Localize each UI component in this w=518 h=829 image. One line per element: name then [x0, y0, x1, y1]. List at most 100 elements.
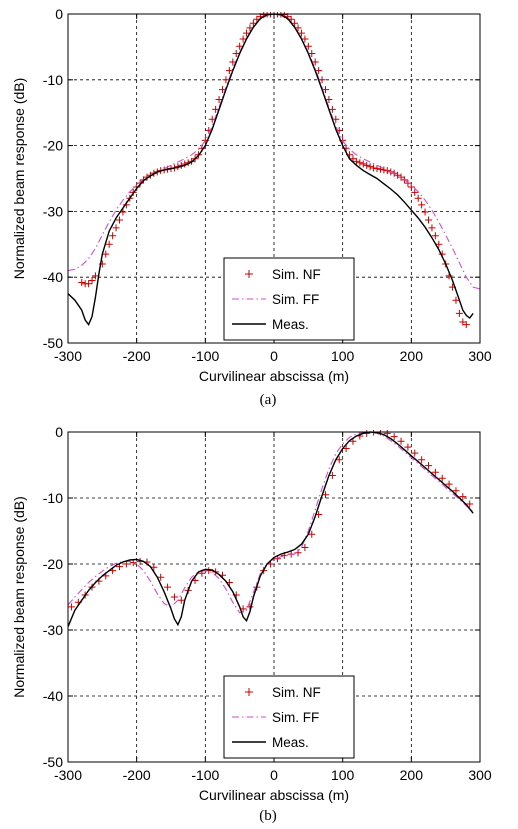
data-point-plus: [438, 474, 446, 482]
legend-label: Sim. FF: [272, 292, 319, 307]
data-point-plus: [452, 296, 460, 304]
data-point-plus: [411, 188, 419, 196]
data-point-plus: [301, 35, 309, 43]
data-point-plus: [356, 159, 364, 167]
data-point-plus: [359, 160, 367, 168]
data-point-plus: [222, 76, 230, 84]
x-tick-label: -200: [123, 348, 151, 364]
x-tick-label: 0: [270, 767, 278, 783]
y-tick-label: -10: [43, 72, 63, 88]
x-tick-label: -100: [191, 348, 219, 364]
panel-a: -300 -200 -100 0 100 200 300-50-40-30-20-100Cu…: [11, 6, 492, 408]
data-point-plus: [462, 321, 470, 329]
panel-b: -300 -200 -100 0 100 200 300-50-40-30-20-100Cu…: [11, 424, 492, 824]
x-axis-label: Curvilinear abscissa (m): [199, 368, 349, 384]
data-point-plus: [85, 280, 93, 288]
data-point-plus: [308, 49, 316, 57]
legend-label: Sim. NF: [272, 685, 321, 700]
legend-label: Sim. FF: [272, 710, 319, 725]
x-tick-label: 300: [468, 767, 492, 783]
legend-label: Sim. NF: [272, 267, 321, 282]
data-point-plus: [414, 194, 422, 202]
x-tick-label: 200: [400, 348, 424, 364]
data-point-plus: [239, 35, 247, 43]
data-point-plus: [428, 224, 436, 232]
y-tick-label: -40: [43, 269, 63, 285]
x-tick-label: 100: [331, 348, 355, 364]
data-point-plus: [212, 105, 220, 113]
legend-swatch-sim-nf: [245, 688, 253, 696]
legend-box: [223, 675, 355, 759]
data-point-plus: [425, 462, 432, 470]
data-point-plus: [112, 224, 120, 232]
data-point-plus: [177, 596, 185, 604]
y-tick-label: -20: [43, 138, 63, 154]
data-point-plus: [308, 530, 316, 538]
data-point-plus: [325, 96, 333, 104]
data-point-plus: [78, 278, 86, 286]
panel-caption: (a): [260, 392, 277, 408]
data-point-plus: [301, 544, 309, 551]
data-point-plus: [102, 250, 110, 258]
data-point-plus: [68, 603, 75, 611]
y-tick-label: -30: [43, 622, 63, 638]
data-point-plus: [304, 42, 312, 50]
x-tick-label: 100: [331, 767, 355, 783]
data-point-plus: [397, 437, 405, 445]
data-point-plus: [418, 456, 426, 464]
data-point-plus: [105, 240, 113, 248]
data-point-plus: [170, 593, 178, 601]
x-tick-label: 0: [270, 348, 278, 364]
x-axis-label: Curvilinear abscissa (m): [199, 787, 349, 803]
data-point-plus: [164, 583, 172, 591]
data-point-plus: [335, 456, 343, 464]
data-point-plus: [328, 472, 336, 480]
y-axis-label: Normalized beam response (dB): [11, 496, 27, 698]
x-tick-label: 300: [468, 348, 492, 364]
data-point-plus: [459, 493, 467, 501]
data-point-plus: [297, 29, 305, 37]
data-point-plus: [455, 309, 463, 317]
data-point-plus: [390, 433, 398, 441]
y-tick-label: 0: [55, 424, 63, 440]
data-point-plus: [322, 491, 329, 499]
x-tick-label: -200: [123, 767, 151, 783]
data-point-plus: [243, 29, 251, 37]
data-point-plus: [352, 157, 360, 165]
x-tick-label: -100: [191, 767, 219, 783]
legend-swatch-sim-nf: [245, 270, 253, 278]
data-point-plus: [383, 167, 391, 175]
y-tick-label: -30: [43, 203, 63, 219]
series-group: [68, 430, 474, 627]
data-point-plus: [404, 443, 412, 451]
y-tick-label: -50: [43, 335, 63, 351]
data-point-plus: [363, 161, 371, 169]
data-point-plus: [411, 449, 419, 457]
y-tick-label: -10: [43, 490, 63, 506]
data-point-plus: [431, 468, 439, 476]
data-point-plus: [318, 76, 326, 84]
data-point-plus: [157, 573, 165, 581]
data-point-plus: [116, 216, 123, 224]
data-point-plus: [91, 272, 99, 280]
legend-box: [223, 257, 355, 341]
legend-label: Meas.: [272, 735, 309, 750]
data-point-plus: [418, 201, 426, 209]
series-meas-line: [68, 431, 474, 627]
legend-label: Meas.: [272, 317, 309, 332]
data-point-plus: [342, 445, 350, 452]
data-point-plus: [383, 430, 391, 437]
panel-caption: (b): [259, 808, 277, 824]
data-point-plus: [452, 487, 460, 495]
data-point-plus: [373, 165, 381, 173]
x-tick-label: -300: [54, 767, 82, 783]
data-point-plus: [431, 232, 439, 240]
data-point-plus: [215, 96, 223, 104]
data-point-plus: [421, 208, 429, 216]
data-point-plus: [88, 276, 96, 284]
data-point-plus: [267, 560, 275, 568]
data-point-plus: [236, 42, 244, 50]
y-tick-label: -20: [43, 556, 63, 572]
legend: Sim. NF Sim. FF Meas.: [223, 675, 355, 759]
